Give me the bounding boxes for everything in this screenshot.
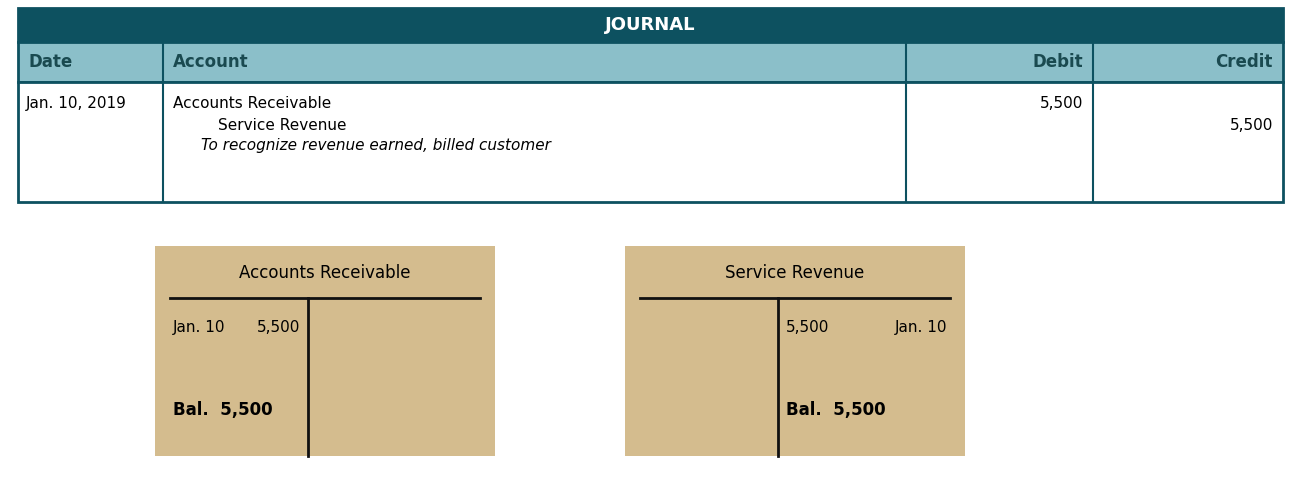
- Bar: [18, 42, 1283, 82]
- Text: 5,500: 5,500: [1039, 96, 1082, 111]
- Text: To recognize revenue earned, billed customer: To recognize revenue earned, billed cust…: [200, 138, 550, 153]
- Text: Bal.  5,500: Bal. 5,500: [786, 401, 886, 419]
- Bar: [155, 246, 494, 456]
- Text: Date: Date: [29, 53, 73, 71]
- Text: 5,500: 5,500: [256, 320, 301, 335]
- Bar: [18, 82, 1283, 202]
- Text: Accounts Receivable: Accounts Receivable: [173, 96, 332, 111]
- Text: Debit: Debit: [1033, 53, 1082, 71]
- Text: 5,500: 5,500: [786, 320, 829, 335]
- Text: JOURNAL: JOURNAL: [605, 16, 696, 34]
- Text: Jan. 10: Jan. 10: [895, 320, 947, 335]
- Text: Bal.  5,500: Bal. 5,500: [173, 401, 273, 419]
- Bar: [624, 246, 965, 456]
- Text: Jan. 10: Jan. 10: [173, 320, 225, 335]
- Text: Jan. 10, 2019: Jan. 10, 2019: [26, 96, 127, 111]
- Text: Credit: Credit: [1215, 53, 1272, 71]
- Text: Accounts Receivable: Accounts Receivable: [239, 264, 411, 282]
- Text: 5,500: 5,500: [1229, 118, 1272, 133]
- Bar: [18, 8, 1283, 42]
- Text: Account: Account: [173, 53, 248, 71]
- Text: Service Revenue: Service Revenue: [219, 118, 346, 133]
- Text: Service Revenue: Service Revenue: [726, 264, 865, 282]
